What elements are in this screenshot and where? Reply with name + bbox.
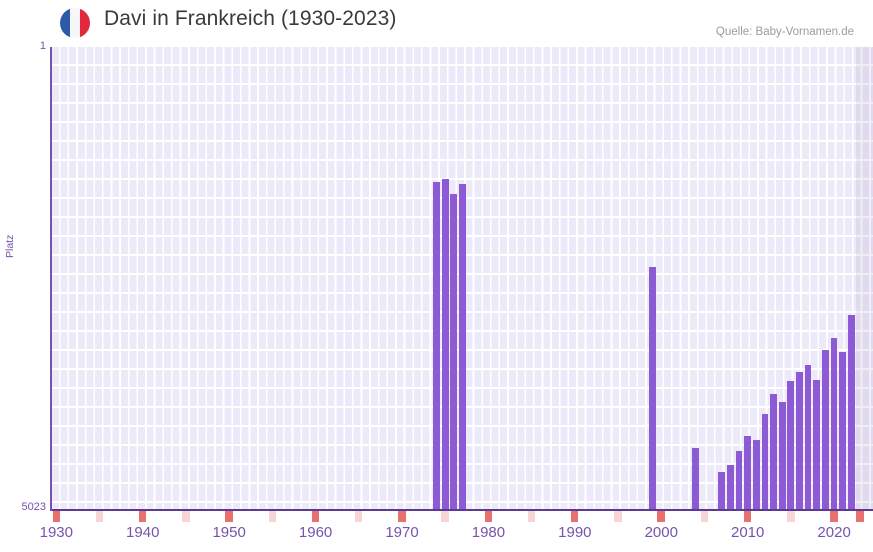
x-axis-tick — [225, 511, 233, 522]
bar — [450, 193, 458, 511]
x-axis-label: 2020 — [817, 524, 851, 541]
x-axis-label: 1940 — [126, 524, 160, 541]
x-axis-label: 1960 — [298, 524, 333, 541]
x-axis-tick — [743, 511, 752, 522]
bar — [778, 401, 786, 511]
x-axis-tick — [856, 511, 864, 522]
chart-header: Davi in Frankreich (1930-2023) Quelle: B… — [0, 0, 873, 44]
x-axis-tick — [398, 511, 406, 522]
bar — [813, 379, 821, 511]
bar — [649, 266, 656, 511]
x-axis-tick — [571, 511, 579, 522]
x-axis-tick — [527, 511, 536, 522]
flag-stripe-blue — [60, 8, 70, 38]
bar — [761, 413, 769, 511]
x-axis-tick — [311, 511, 320, 522]
bar — [718, 471, 726, 511]
x-axis-tick — [484, 511, 493, 522]
x-axis-tick — [268, 511, 276, 522]
x-axis-label: 1970 — [385, 524, 419, 541]
bar — [839, 351, 847, 511]
x-axis-tick — [787, 511, 795, 522]
x-axis-label: 1980 — [471, 524, 506, 541]
x-axis-tick — [657, 511, 665, 522]
bar — [796, 372, 803, 511]
y-axis-line — [50, 47, 52, 511]
x-axis-tick — [441, 511, 449, 522]
bar — [459, 183, 466, 511]
y-axis-tick-top: 1 — [39, 40, 46, 52]
x-axis-tick — [138, 511, 147, 522]
bar — [787, 381, 795, 511]
bar — [726, 464, 734, 511]
bar — [744, 435, 751, 511]
x-axis-tick — [95, 511, 104, 522]
x-axis-tick — [700, 511, 709, 522]
bar — [847, 314, 855, 511]
bar — [692, 447, 700, 511]
flag-stripe-white — [70, 8, 80, 38]
bar — [433, 181, 440, 511]
x-axis-label: 1990 — [558, 524, 592, 541]
x-axis-tick — [354, 511, 363, 522]
france-flag-icon — [60, 8, 90, 38]
x-axis-line — [52, 509, 873, 511]
x-axis-tick — [52, 511, 60, 522]
bar — [830, 337, 838, 511]
future-region-shade — [855, 47, 873, 511]
x-axis-tick — [614, 511, 622, 522]
y-axis-title: Platz — [4, 234, 16, 258]
x-axis-labels: 1930 1940 1950 1960 1970 1980 1990 2000 2010 2020 — [0, 524, 873, 548]
bar — [441, 178, 449, 511]
bar — [735, 450, 743, 511]
page-title: Davi in Frankreich (1930-2023) — [104, 7, 397, 30]
x-axis-tick — [182, 511, 190, 522]
bar — [804, 364, 812, 511]
x-axis-label: 1950 — [212, 524, 246, 541]
bar — [770, 394, 777, 511]
x-axis-label: 1930 — [39, 524, 73, 541]
bar — [822, 349, 829, 511]
y-axis-tick-bottom: 5023 — [21, 501, 46, 513]
x-axis-label: 2000 — [644, 524, 678, 541]
x-axis-ticks — [52, 511, 873, 522]
plot-area — [52, 47, 873, 511]
source-attribution: Quelle: Baby-Vornamen.de — [715, 26, 854, 38]
x-axis-label: 2010 — [731, 524, 765, 541]
bar-series — [52, 47, 873, 511]
flag-stripe-red — [79, 8, 90, 38]
x-axis-tick — [830, 511, 838, 522]
bar — [752, 439, 760, 511]
